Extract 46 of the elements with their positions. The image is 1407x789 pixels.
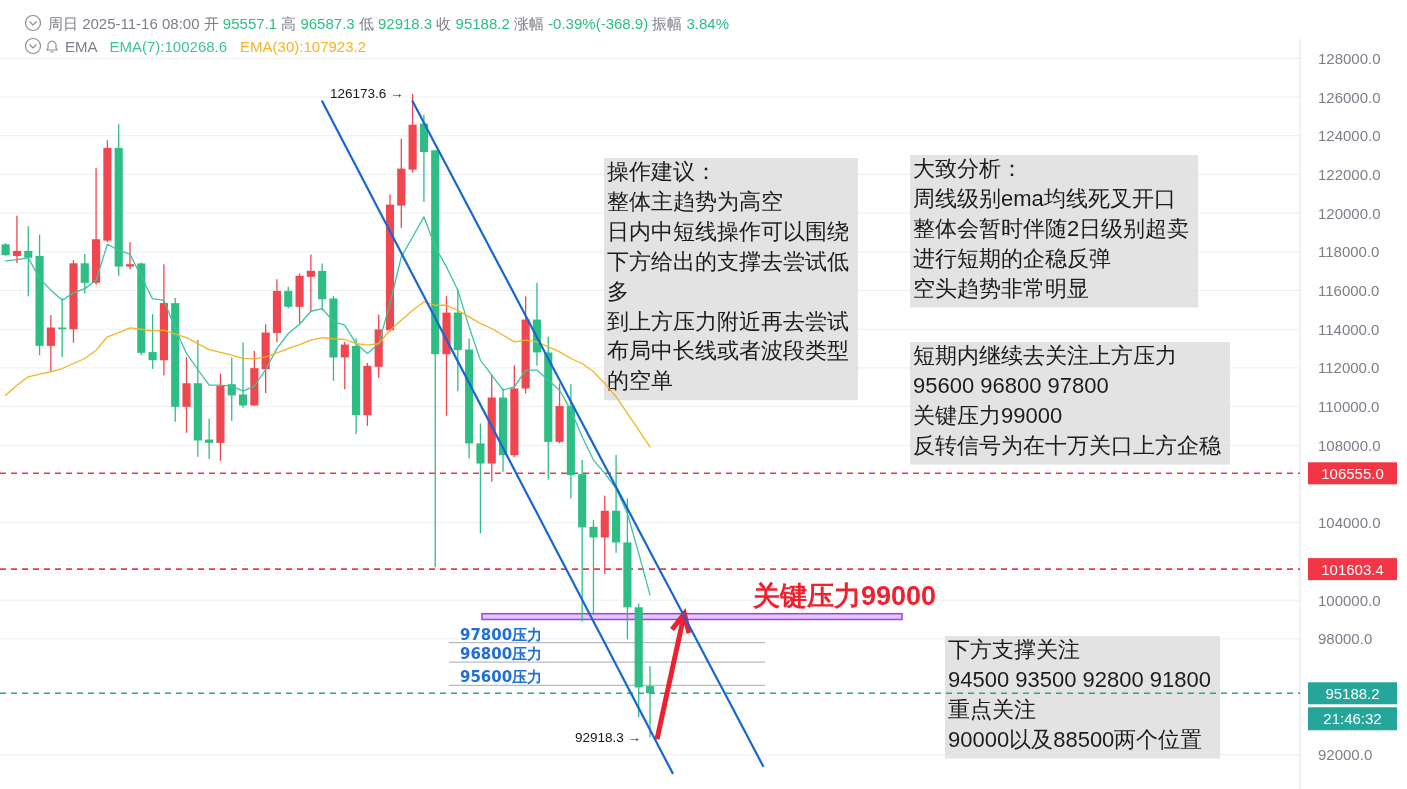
ref-line-label: 96800压力 — [460, 645, 543, 664]
y-tick-label: 108000.0 — [1318, 436, 1381, 454]
annotation: 大致分析： — [913, 156, 1023, 181]
y-tick-label: 126000.0 — [1318, 88, 1381, 106]
point-note: 92918.3 → — [574, 729, 641, 745]
y-tick-label: 118000.0 — [1318, 243, 1380, 261]
y-tick-label: 128000.0 — [1318, 49, 1381, 67]
annotation: 空头趋势非常明显 — [913, 275, 1089, 301]
title: 周日 2025-11-16 08:00 开 95557.1 高 96587.3 低 92918.3 收 95188.2 涨幅 -0.39%(-368.9) 振幅 3.84% — [48, 14, 730, 32]
annotation: 进行短期的企稳反弹 — [913, 245, 1111, 271]
countdown-tag: 21:46:32 — [1308, 707, 1397, 731]
legend-entry: EMA(30):107923.2 — [240, 37, 366, 55]
annotation: 周线级别ema均线死叉开口 — [913, 185, 1176, 211]
annotation: 95600 96800 97800 — [913, 372, 1109, 398]
annotation: 反转信号为在十万关口上方企稳 — [913, 432, 1221, 458]
annotation: 日内中短线操作可以围绕下方给出的支撑去尝试低多 — [607, 218, 849, 304]
y-tick-label: 92000.0 — [1318, 746, 1373, 764]
ref-line-label: 95600压力 — [460, 668, 543, 687]
annotation: 90000以及88500两个位置 — [948, 726, 1203, 752]
band-label: 关键压力99000 — [753, 580, 937, 611]
y-tick-label: 120000.0 — [1318, 204, 1381, 222]
annotation: 操作建议： — [607, 159, 717, 184]
legend-entry: EMA(7):100268.6 — [109, 37, 228, 55]
y-tick-label: 112000.0 — [1318, 359, 1380, 377]
annotation: 关键压力99000 — [913, 402, 1063, 428]
annotation: 到上方压力附近再去尝试布局中长线或者波段类型的空单 — [607, 308, 849, 394]
annotation: 94500 93500 92800 91800 — [948, 666, 1212, 692]
point-note: 126173.6 → — [330, 86, 404, 102]
ref-line-label: 97800压力 — [460, 625, 543, 644]
annotation: 整体会暂时伴随2日级别超卖 — [913, 215, 1190, 241]
y-tick-label: 110000.0 — [1318, 398, 1380, 416]
price-tag: 106555.0 — [1308, 462, 1397, 485]
annotation: 重点关注 — [948, 696, 1036, 722]
y-tick-label: 104000.0 — [1318, 514, 1381, 532]
price-tag: 95188.2 — [1308, 682, 1397, 705]
y-tick-label: 100000.0 — [1318, 591, 1381, 609]
y-tick-label: 98000.0 — [1318, 630, 1373, 648]
price-tag: 101603.4 — [1308, 558, 1397, 581]
annotation: 下方支撑关注 — [948, 637, 1080, 662]
annotation: 短期内继续去关注上方压力 — [913, 343, 1177, 368]
y-tick-label: 116000.0 — [1318, 282, 1380, 300]
y-tick-label: 122000.0 — [1318, 165, 1381, 183]
annotation: 整体主趋势为高空 — [607, 188, 783, 214]
y-tick-label: 114000.0 — [1318, 320, 1380, 338]
y-tick-label: 124000.0 — [1318, 127, 1381, 145]
legend-title: EMA — [65, 37, 98, 55]
